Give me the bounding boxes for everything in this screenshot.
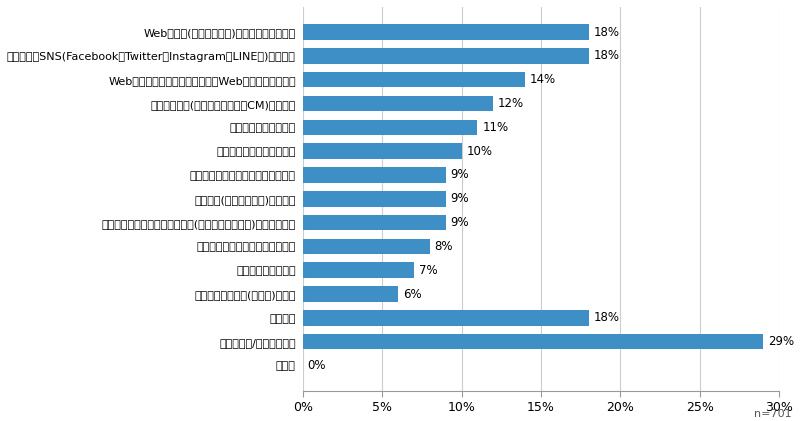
Bar (302, 72, 525, 88)
Text: 9%: 9% (450, 168, 469, 181)
Text: 12%: 12% (498, 97, 524, 110)
Text: n=701: n=701 (754, 409, 792, 419)
Text: 6%: 6% (402, 288, 422, 301)
Bar (302, 334, 763, 349)
Text: 9%: 9% (450, 216, 469, 229)
Text: 7%: 7% (418, 264, 438, 277)
Bar (302, 191, 446, 207)
Text: 10%: 10% (466, 145, 492, 158)
Text: 18%: 18% (594, 26, 619, 39)
Bar (302, 96, 494, 111)
Bar (302, 48, 589, 64)
Text: 11%: 11% (482, 121, 508, 134)
Bar (302, 167, 446, 183)
Bar (302, 215, 446, 230)
Bar (302, 120, 478, 135)
Bar (302, 310, 589, 325)
Text: 29%: 29% (768, 335, 794, 348)
Text: 8%: 8% (434, 240, 453, 253)
Text: 9%: 9% (450, 192, 469, 205)
Text: 18%: 18% (594, 312, 619, 324)
Bar (302, 239, 430, 254)
Text: 14%: 14% (530, 73, 556, 86)
Bar (302, 24, 589, 40)
Text: 0%: 0% (307, 359, 326, 372)
Bar (302, 144, 462, 159)
Text: 18%: 18% (594, 49, 619, 62)
Bar (302, 286, 398, 302)
Bar (302, 262, 414, 278)
